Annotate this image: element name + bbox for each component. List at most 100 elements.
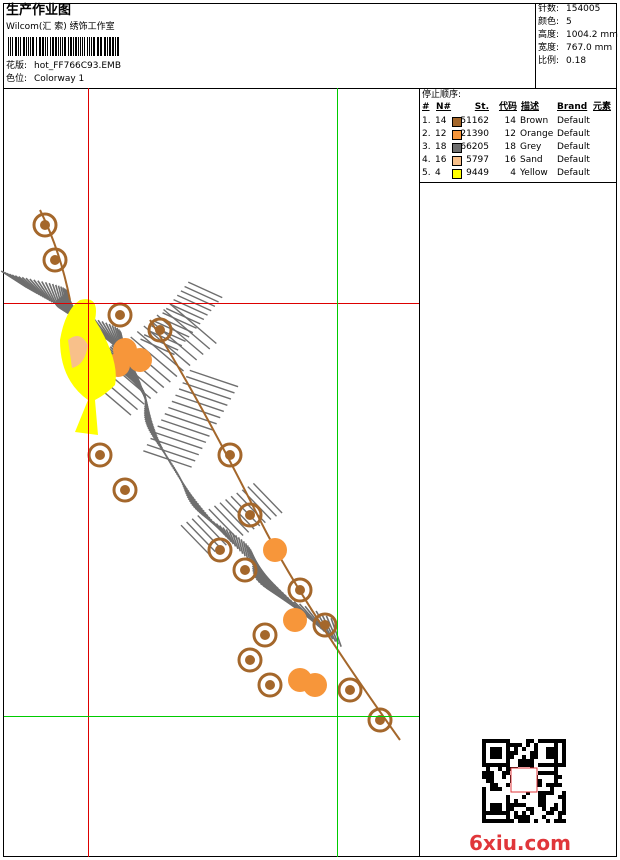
color-swatch	[452, 130, 462, 140]
qr-module	[542, 815, 546, 819]
qr-module	[542, 763, 546, 767]
blossom	[283, 608, 307, 632]
qr-module	[538, 771, 542, 775]
flower-center	[115, 310, 125, 320]
design-label: 花版:	[6, 61, 28, 71]
qr-module	[494, 747, 498, 751]
qr-module	[498, 763, 502, 767]
feather-stitch	[144, 418, 154, 426]
qr-module	[554, 759, 558, 763]
qr-module	[554, 779, 558, 783]
qr-module	[526, 759, 530, 763]
qr-module	[550, 763, 554, 767]
qr-module	[482, 747, 486, 751]
bar	[32, 37, 34, 56]
cell-code: 18	[504, 142, 516, 152]
info-label: 宽度:	[538, 43, 560, 53]
qr-module	[550, 755, 554, 759]
flower	[257, 672, 283, 698]
bar	[93, 37, 95, 56]
flower	[367, 707, 393, 733]
flower-center	[245, 510, 255, 520]
feather-stitch	[330, 617, 342, 647]
sequence-title: 停止顺序:	[422, 90, 462, 100]
qr-module	[518, 815, 522, 819]
color-swatch	[452, 169, 462, 179]
qr-module	[502, 819, 506, 823]
qr-module	[562, 759, 566, 763]
qr-module	[514, 799, 518, 803]
flower	[237, 647, 263, 673]
flower	[112, 477, 138, 503]
qr-module	[514, 747, 518, 751]
qr-module	[502, 775, 506, 779]
feather-stitch	[187, 281, 223, 299]
feather-stitch	[325, 615, 340, 645]
qr-module	[506, 763, 510, 767]
feather-stitch	[244, 543, 251, 562]
qr-module	[490, 803, 494, 807]
bar	[39, 37, 41, 56]
feather-stitch	[231, 533, 239, 550]
qr-module	[562, 795, 566, 799]
embroidery-design	[0, 209, 401, 741]
frame	[3, 3, 617, 857]
qr-module	[498, 811, 502, 815]
qr-module	[526, 807, 530, 811]
feather-stitch	[184, 490, 195, 499]
qr-module	[538, 739, 542, 743]
bar	[28, 37, 29, 56]
feather-stitch	[230, 495, 261, 527]
qr-module	[562, 751, 566, 755]
flower	[42, 247, 68, 273]
feather-stitch	[187, 498, 201, 508]
feather-stitch	[168, 406, 217, 425]
feather-stitch	[143, 414, 153, 423]
colorway-label: 色位:	[6, 74, 28, 84]
qr-module	[518, 819, 522, 823]
qr-logo	[510, 767, 538, 793]
flower-center	[120, 485, 130, 495]
qr-module	[486, 779, 490, 783]
bar	[84, 37, 85, 56]
bar	[91, 37, 92, 56]
qr-module	[550, 747, 554, 751]
qr-code	[482, 739, 566, 823]
feather-stitch	[153, 431, 203, 450]
qr-module	[534, 751, 538, 755]
qr-module	[562, 747, 566, 751]
bar	[45, 37, 46, 56]
bar	[64, 37, 66, 56]
qr-module	[554, 775, 558, 779]
cell-brand: Default	[557, 168, 590, 178]
qr-module	[486, 739, 490, 743]
qr-module	[482, 795, 486, 799]
qr-module	[482, 811, 486, 815]
qr-module	[518, 763, 522, 767]
feather-stitch	[151, 434, 160, 441]
feather-stitch	[213, 505, 244, 537]
feather-stitch	[41, 281, 55, 304]
feather-stitch	[149, 431, 158, 438]
qr-module	[486, 811, 490, 815]
feather-stitch	[146, 425, 156, 433]
qr-module	[514, 803, 518, 807]
bird	[60, 299, 116, 435]
color-swatch	[452, 156, 462, 166]
flower-center	[245, 655, 255, 665]
qr-module	[550, 787, 554, 791]
flower	[147, 317, 173, 343]
bar	[8, 37, 9, 56]
cell-stitches: 21390	[460, 129, 489, 139]
qr-module	[550, 739, 554, 743]
qr-module	[554, 743, 558, 747]
barcode	[8, 37, 119, 56]
flower-center	[50, 255, 60, 265]
qr-module	[482, 815, 486, 819]
feather-stitch	[162, 312, 197, 329]
cell-stitches: 9449	[466, 168, 489, 178]
qr-module	[494, 803, 498, 807]
qr-module	[494, 783, 498, 787]
qr-module	[562, 819, 566, 823]
qr-module	[510, 751, 514, 755]
